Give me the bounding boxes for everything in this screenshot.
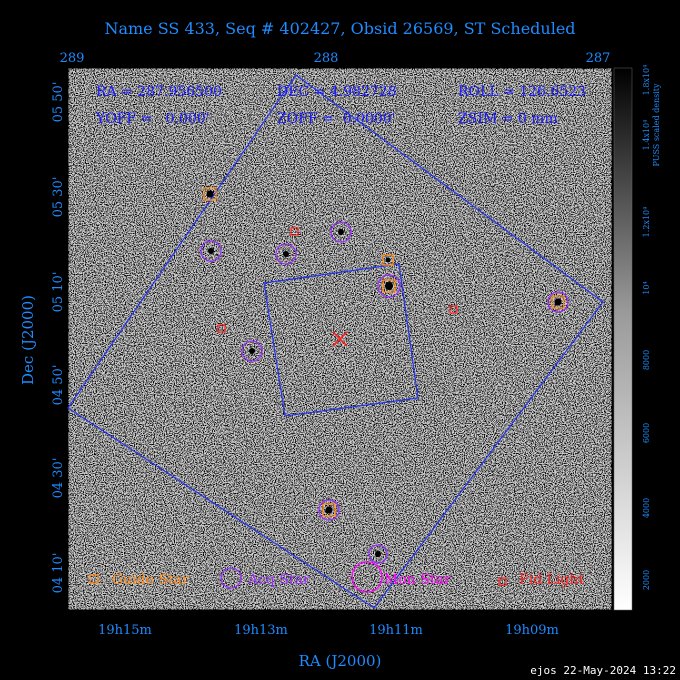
- legend-guide-label: Guide Star: [112, 572, 189, 588]
- x-tick: 19h13m: [234, 623, 288, 638]
- x-tick: 19h11m: [369, 623, 423, 638]
- legend: Guide Star Acq Star Mon Star Fid Light: [89, 561, 584, 593]
- legend-fid-label: Fid Light: [519, 572, 584, 588]
- y-tick: 05 50': [51, 82, 66, 123]
- legend-mon-icon: [351, 561, 383, 593]
- colorbar-tick: 1.2x10⁴: [642, 207, 651, 238]
- acq-star-marker: [547, 291, 569, 313]
- y-tick: 05 30': [51, 177, 66, 218]
- guide-star-marker: [382, 254, 394, 266]
- colorbar-tick: 6000: [642, 423, 651, 443]
- colorbar-tick: 10⁴: [642, 281, 651, 294]
- x-tick: 19h09m: [505, 623, 559, 638]
- info-ra: RA = 287.956500: [96, 84, 222, 100]
- colorbar-tick: 1.8x10⁴: [642, 65, 651, 96]
- fid-light-markers: [217, 227, 458, 333]
- guide-star-marker: [203, 187, 217, 201]
- acq-star-marker: [377, 274, 401, 298]
- x-axis-label: RA (J2000): [299, 652, 382, 670]
- guide-star-marker: [382, 279, 396, 293]
- detector-outline: [263, 263, 419, 417]
- guide-star-markers: [203, 187, 565, 517]
- guide-star-marker: [322, 503, 336, 517]
- y-tick: 04 10': [51, 553, 66, 594]
- info-yoff: YOFF = 0.000': [95, 111, 210, 127]
- x-axis-ticks: 19h15m 19h13m 19h11m 19h09m: [98, 623, 559, 638]
- info-zoff: ZOFF = 0.0000': [277, 111, 396, 127]
- legend-acq-icon: [220, 567, 242, 589]
- y-tick: 04 50': [51, 365, 66, 406]
- x-tick: 19h15m: [98, 623, 152, 638]
- info-zsim: ZSIM = 0 mm: [458, 111, 558, 127]
- acq-star-marker: [275, 243, 297, 265]
- top-tick-288: 288: [314, 51, 339, 66]
- field-of-view-outline: [67, 74, 604, 609]
- acq-star-marker: [368, 544, 388, 564]
- acq-star-marker: [318, 499, 340, 521]
- y-tick: 04 30': [51, 458, 66, 499]
- target-cross-icon: [332, 331, 348, 347]
- top-tick-289: 289: [60, 51, 85, 66]
- guide-star-marker: [551, 295, 565, 309]
- fid-light-marker: [290, 227, 299, 236]
- legend-guide-icon: [89, 574, 99, 584]
- colorbar: 1.8x10⁴ 1.4x10⁴ 1.2x10⁴ 10⁴ 8000 6000 40…: [613, 65, 661, 611]
- bright-stars: [206, 190, 562, 557]
- colorbar-tick: 2000: [642, 570, 651, 590]
- chart-title: Name SS 433, Seq # 402427, Obsid 26569, …: [104, 19, 575, 38]
- y-axis-label: Dec (J2000): [19, 295, 37, 385]
- acq-star-marker: [330, 221, 352, 243]
- info-roll: ROLL = 126.6523: [458, 84, 586, 100]
- legend-fid-icon: [498, 577, 507, 586]
- footer-credit: ejos 22-May-2024 13:22: [530, 664, 676, 677]
- acq-star-markers: [200, 221, 569, 564]
- legend-mon-label: Mon Star: [384, 572, 451, 588]
- colorbar-tick: 8000: [642, 350, 651, 370]
- fid-light-marker: [449, 305, 458, 314]
- top-tick-287: 287: [586, 51, 611, 66]
- colorbar-tick: 4000: [642, 498, 651, 518]
- colorbar-title: PUSS scaled density: [652, 83, 661, 167]
- legend-acq-label: Acq Star: [247, 572, 310, 588]
- acq-star-marker: [241, 340, 263, 362]
- y-axis-ticks: 05 50' 05 30' 05 10' 04 50' 04 30' 04 10…: [51, 82, 66, 594]
- fid-light-marker: [217, 324, 226, 333]
- acq-star-marker: [200, 240, 222, 262]
- info-dec: DEC = 4.982728: [277, 84, 397, 100]
- colorbar-tick: 1.4x10⁴: [642, 120, 651, 151]
- y-tick: 05 10': [51, 272, 66, 313]
